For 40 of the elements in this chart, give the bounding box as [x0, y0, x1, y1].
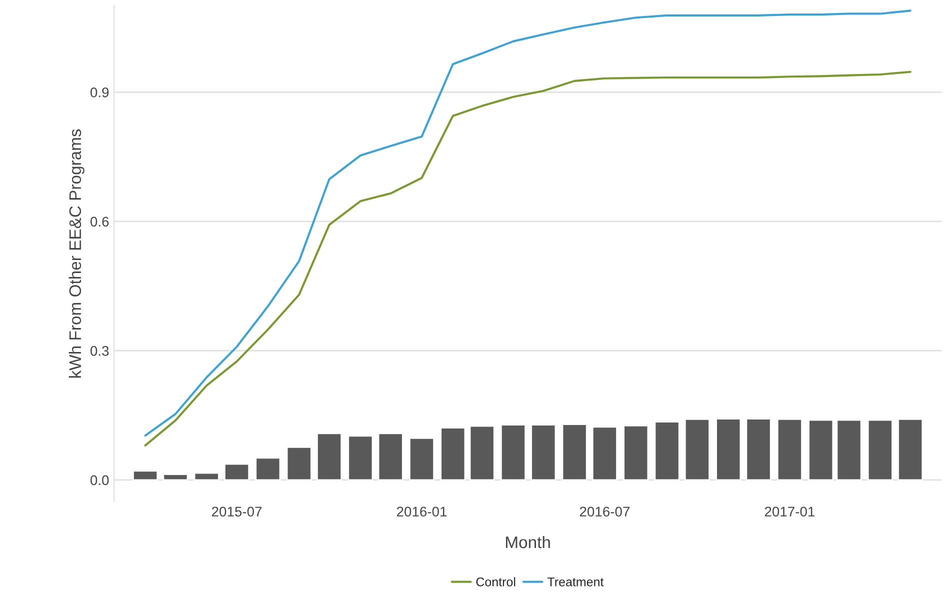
- bar: [716, 418, 742, 481]
- y-tick-label: 0.9: [90, 87, 109, 98]
- y-axis-title: kWh From Other EE&C Programs: [68, 129, 84, 378]
- bar: [530, 424, 556, 481]
- bar: [684, 418, 710, 481]
- bar: [378, 432, 404, 481]
- bar: [808, 419, 834, 481]
- x-tick-label: 2016-07: [580, 506, 630, 517]
- bar: [500, 424, 526, 481]
- bar: [746, 418, 772, 481]
- bar: [408, 437, 435, 481]
- bar: [162, 474, 188, 481]
- y-tick-label: 0.0: [90, 475, 109, 486]
- line-series: [144, 70, 912, 447]
- bar: [898, 418, 924, 481]
- bar: [867, 419, 893, 481]
- bar: [286, 446, 312, 481]
- bar: [654, 421, 680, 481]
- bar: [348, 435, 374, 481]
- bar: [469, 425, 495, 481]
- y-tick-label: 0.3: [90, 346, 109, 356]
- x-axis-title: Month: [506, 536, 550, 548]
- bar: [440, 427, 466, 481]
- bar: [592, 426, 618, 481]
- bar: [194, 472, 220, 481]
- legend-label: Treatment: [547, 578, 604, 586]
- bar: [776, 418, 802, 481]
- y-tick-label: 0.6: [90, 216, 109, 227]
- bar: [836, 419, 862, 481]
- x-tick-label: 2016-01: [396, 506, 447, 517]
- x-tick-label: 2017-01: [764, 506, 814, 517]
- bar: [316, 432, 342, 481]
- bar: [132, 470, 158, 481]
- bar: [623, 424, 649, 481]
- line-series: [144, 10, 912, 437]
- x-tick-label: 2015-07: [212, 506, 262, 517]
- legend-label: Control: [476, 577, 516, 586]
- bar: [224, 463, 250, 481]
- bar: [255, 457, 281, 481]
- bar: [562, 424, 588, 481]
